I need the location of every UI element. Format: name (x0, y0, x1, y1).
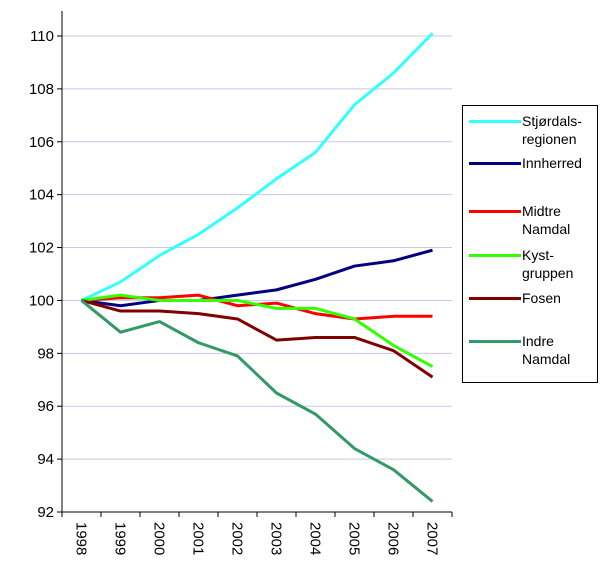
x-tick-label: 2007 (424, 522, 441, 555)
legend-swatch (469, 120, 521, 123)
series-line (81, 293, 433, 321)
legend-label: Innherred (522, 155, 582, 171)
legend-item: Indre Namdal (469, 332, 590, 368)
y-tick-label: 106 (29, 134, 54, 151)
y-tick-label: 100 (29, 292, 54, 309)
y-tick-label: 92 (37, 504, 54, 521)
legend-item: Midtre Namdal (469, 202, 590, 238)
legend-label: Kyst-gruppen (522, 247, 574, 281)
legend-label: Fosen (522, 290, 561, 306)
legend-swatch (469, 340, 521, 343)
x-tick-label: 1998 (73, 522, 90, 555)
x-tick-label: 2005 (346, 522, 363, 555)
legend: Stjørdals-regionen Innherred Midtre Namdal… (462, 105, 598, 383)
legend-label: Stjørdals-regionen (522, 113, 582, 147)
series-line (81, 298, 434, 379)
legend-item: Kyst-gruppen (469, 246, 590, 282)
y-tick-label: 98 (37, 345, 54, 362)
x-tick-label: 2003 (268, 522, 285, 555)
legend-swatch (469, 254, 521, 257)
x-tick-label: 2002 (229, 522, 246, 555)
y-tick-label: 94 (37, 451, 54, 468)
y-tick-label: 110 (30, 28, 54, 45)
legend-swatch (469, 297, 521, 300)
legend-swatch (469, 210, 521, 213)
x-tick-label: 2000 (151, 522, 168, 555)
series-line (80, 299, 434, 503)
y-tick-label: 104 (29, 187, 54, 204)
legend-label: Indre Namdal (522, 333, 571, 367)
y-tick-label: 96 (37, 398, 54, 415)
legend-item: Innherred (469, 154, 590, 172)
series-line (81, 293, 434, 368)
legend-label: Midtre Namdal (522, 203, 571, 237)
series-line (80, 32, 434, 302)
y-tick-label: 108 (29, 81, 54, 98)
x-tick-label: 2006 (385, 522, 402, 555)
legend-item: Fosen (469, 289, 590, 307)
x-tick-label: 2004 (307, 522, 324, 555)
legend-swatch (469, 162, 521, 165)
y-tick-label: 102 (29, 240, 54, 257)
series-line (81, 248, 433, 308)
x-tick-label: 1999 (112, 522, 129, 555)
legend-item: Stjørdals-regionen (469, 112, 590, 148)
x-tick-label: 2001 (190, 522, 207, 555)
